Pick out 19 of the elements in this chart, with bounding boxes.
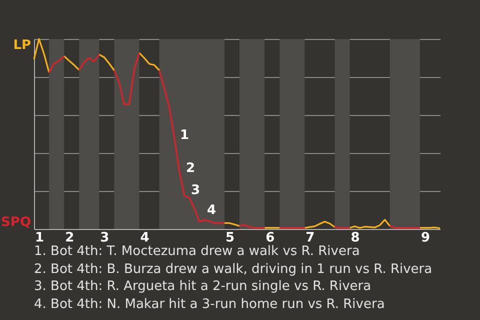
x-tick-label: 6: [266, 230, 275, 246]
x-tick-label: 2: [65, 230, 74, 246]
text: 1. Bot 4th: T. Moctezuma drew a walk vs R. Rivera: [34, 244, 360, 259]
x-tick-label: 5: [225, 230, 235, 246]
text: SPQ: [1, 215, 31, 230]
annotation: 3: [191, 183, 200, 198]
annotation: 2: [186, 161, 196, 176]
annotation: 4: [207, 203, 216, 218]
x-tick-label: 1: [34, 230, 44, 246]
x-tick-label: 3: [100, 230, 110, 246]
text: 3. Bot 4th: R. Argueta hit a 2-run single vs R. Rivera: [34, 278, 372, 296]
text: 4. Bot 4th: N. Makar hit a 3-run home run vs R. Rivera: [34, 296, 386, 313]
annotation: 1: [180, 128, 190, 143]
series-label: LP: [13, 38, 31, 53]
x-tick-label: 7: [306, 230, 315, 246]
x-tick-label: 9: [420, 230, 430, 246]
x-tick-label: 8: [350, 230, 360, 246]
text: 2. Bot 4th: B. Burza drew a walk, driving in 1 run vs R. Rivera: [34, 260, 432, 278]
x-tick-label: 4: [140, 230, 150, 246]
